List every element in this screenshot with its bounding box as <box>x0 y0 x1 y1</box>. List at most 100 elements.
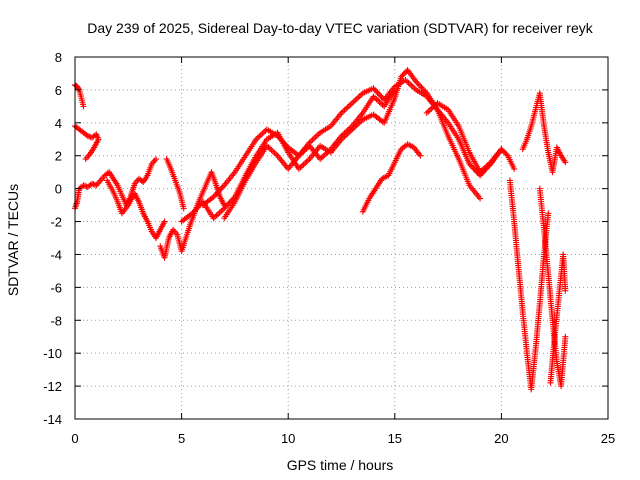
y-tick-label: 0 <box>55 182 62 197</box>
x-tick-label: 25 <box>601 431 615 446</box>
data-point <box>402 69 409 76</box>
data-point <box>511 165 518 172</box>
data-point <box>499 147 506 154</box>
data-point <box>215 188 222 195</box>
data-point <box>191 207 198 214</box>
data-point <box>502 150 509 157</box>
x-tick-label: 0 <box>71 431 78 446</box>
data-point <box>210 193 217 200</box>
y-tick-label: 8 <box>55 50 62 65</box>
data-point <box>221 205 228 212</box>
data-point <box>469 163 476 170</box>
y-axis-label: SDTVAR / TECUs <box>5 184 21 296</box>
data-point <box>377 92 384 99</box>
data-point <box>75 85 82 92</box>
data-point <box>545 210 552 217</box>
data-point <box>219 183 226 190</box>
y-tick-label: -2 <box>50 215 62 230</box>
data-point <box>283 143 290 150</box>
data-point <box>275 134 282 141</box>
data-point <box>467 162 474 169</box>
series-trace-c-early-low <box>72 156 160 212</box>
data-point <box>413 78 420 85</box>
data-point <box>400 71 407 78</box>
data-point <box>371 86 378 93</box>
plot-frame <box>74 56 609 420</box>
data-point <box>374 89 381 96</box>
data-point <box>217 186 224 193</box>
data-point <box>277 135 284 142</box>
series-trace-d-morning <box>103 177 168 241</box>
series-trace-b-early <box>72 123 102 163</box>
y-tick-label: -8 <box>50 313 62 328</box>
data-point <box>562 159 569 166</box>
data-marks <box>72 67 569 393</box>
series-trace-n-storm3 <box>536 185 569 390</box>
data-point <box>378 93 385 100</box>
data-point <box>211 192 218 199</box>
x-tick-label: 20 <box>494 431 508 446</box>
y-tick-label: 2 <box>55 149 62 164</box>
data-point <box>373 88 380 95</box>
series-trace-k-evening <box>423 100 518 176</box>
data-point <box>415 81 422 88</box>
y-tick-label: -4 <box>50 247 62 262</box>
data-point <box>195 203 202 210</box>
data-point <box>500 148 507 155</box>
data-point <box>80 103 87 110</box>
data-point <box>419 85 426 92</box>
data-point <box>213 190 220 197</box>
data-point <box>153 156 160 163</box>
data-point <box>417 83 424 90</box>
data-point <box>414 80 421 87</box>
y-tick-label: 6 <box>55 83 62 98</box>
y-tick-label: -14 <box>43 412 62 427</box>
data-point <box>180 205 187 212</box>
data-point <box>193 205 200 212</box>
data-point <box>370 85 377 92</box>
data-point <box>503 151 510 158</box>
data-point <box>82 156 89 163</box>
y-tick-label: 4 <box>55 116 62 131</box>
x-tick-label: 10 <box>281 431 295 446</box>
data-point <box>194 204 201 211</box>
data-point <box>278 137 285 144</box>
data-point <box>190 208 197 215</box>
x-tick-label: 5 <box>178 431 185 446</box>
series-trace-f-bump <box>163 156 187 212</box>
data-point <box>223 202 230 209</box>
data-point <box>421 87 428 94</box>
tick-layer: 0 5 10 15 20 25 -14 -12 -10 -8 -6 -4 -2 0 2 4 6 8 <box>43 50 615 446</box>
data-point <box>562 333 569 340</box>
series-trace-i-rise3 <box>221 86 398 222</box>
series-trace-j-isolated <box>359 141 424 215</box>
y-tick-label: -10 <box>43 346 62 361</box>
data-point <box>274 132 281 139</box>
chart-title: Day 239 of 2025, Sidereal Day-to-day VTE… <box>87 20 593 36</box>
data-point <box>218 185 225 192</box>
data-point <box>391 86 398 93</box>
data-point <box>161 218 168 225</box>
y-tick-label: -6 <box>50 280 62 295</box>
data-point <box>498 146 505 153</box>
data-point <box>222 203 229 210</box>
data-point <box>282 141 289 148</box>
data-point <box>375 91 382 98</box>
data-point <box>214 189 221 196</box>
series-trace-l-storm1 <box>506 177 552 393</box>
data-point <box>562 287 569 294</box>
data-point <box>417 152 424 159</box>
x-tick-label: 15 <box>388 431 402 446</box>
data-point <box>189 210 196 217</box>
data-point <box>418 84 425 91</box>
x-axis-label: GPS time / hours <box>287 457 394 473</box>
series-trace-m-storm2 <box>519 90 569 176</box>
data-point <box>281 140 288 147</box>
series-trace-o-storm4 <box>547 251 569 386</box>
series-trace-e-dip <box>157 169 228 261</box>
data-point <box>399 72 406 79</box>
data-point <box>226 199 233 206</box>
data-point <box>477 195 484 202</box>
